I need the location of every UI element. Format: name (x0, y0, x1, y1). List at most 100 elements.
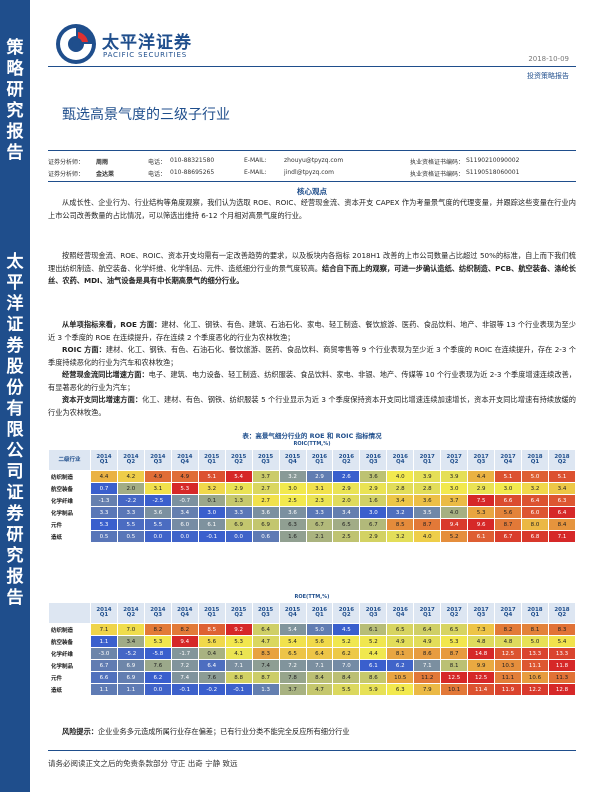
heatmap-cell: 12.5 (494, 647, 522, 660)
key-points-title: 核心观点 (297, 187, 327, 196)
analyst-phone-label: 电话： (148, 171, 167, 178)
heatmap-cell: 3.9 (413, 470, 442, 483)
row-label: 造纸 (48, 683, 91, 696)
heatmap-cell: 3.2 (386, 530, 415, 543)
heatmap-cell: 5.4 (278, 635, 307, 648)
heatmap-cell: 4.9 (143, 470, 172, 483)
table-row: 化学纤维 -3.0 -5.2 -5.8 -1.7 0.4 4.1 8.3 6.5 6.4 6.2 4.… (48, 647, 577, 660)
heatmap-cell: 6.5 (278, 647, 307, 660)
heatmap-cell: 2.9 (467, 482, 496, 495)
heatmap-cell: 3.6 (413, 494, 442, 507)
heatmap-cell: 6.4 (547, 506, 577, 519)
heatmap-cell: 6.7 (90, 659, 118, 672)
heatmap-cell: 3.3 (305, 506, 334, 519)
logo-text-en: PACIFIC SECURITIES (103, 51, 188, 59)
heatmap-cell: 8.8 (224, 671, 253, 684)
heatmap-cell: 3.6 (278, 506, 307, 519)
heatmap-cell: 6.2 (143, 671, 172, 684)
heatmap-cell: 4.7 (251, 635, 280, 648)
heatmap-cell: 2.5 (332, 530, 361, 543)
heatmap-cell: 6.6 (494, 494, 522, 507)
heatmap-cell: 6.6 (90, 671, 118, 684)
heatmap-cell: 8.7 (494, 518, 522, 531)
heatmap-cell: 5.3 (170, 482, 199, 495)
column-header-quarter: 2014 Q1 (90, 602, 118, 624)
column-header-quarter: 2015 Q4 (278, 449, 307, 471)
heatmap-cell: 13.3 (547, 647, 577, 660)
heatmap-cell: 2.0 (332, 494, 361, 507)
heatmap-cell: 3.0 (440, 482, 469, 495)
analyst-phone: 010-88321580 (170, 157, 215, 164)
heatmap-cell: 8.2 (494, 623, 522, 636)
heatmap-cell: 6.9 (224, 518, 253, 531)
heatmap-cell: 5.3 (90, 518, 118, 531)
heatmap-cell: 8.3 (547, 623, 577, 636)
analyst-role: 证券分析师： (48, 159, 85, 166)
table-row: 化学制品 3.3 3.3 3.6 3.4 3.0 3.3 3.6 3.6 3.3 3.4 3.0 3.2… (48, 506, 577, 519)
heatmap-cell: 0.5 (116, 530, 145, 543)
footer-divider (48, 750, 576, 751)
report-type: 投资策略报告 (527, 72, 569, 80)
paragraph-heading: 从单项指标来看，ROE 方面： (62, 320, 162, 329)
column-header-quarter: 2014 Q2 (116, 602, 145, 624)
heatmap-cell: 4.5 (332, 623, 361, 636)
heatmap-cell: 7.2 (278, 659, 307, 672)
analyst-email-label: E-MAIL: (244, 157, 267, 164)
risk-warning: 风险提示：企业业务多元造成所属行业存在偏差；已有行业分类不能完全反应所有细分行业 (62, 727, 350, 737)
column-header-quarter: 2014 Q4 (170, 449, 199, 471)
row-label: 元件 (48, 671, 91, 684)
heatmap-cell: 5.0 (521, 635, 549, 648)
heatmap-cell: 3.2 (521, 482, 549, 495)
heatmap-cell: -3.0 (90, 647, 118, 660)
heatmap-cell: 2.9 (224, 482, 253, 495)
heatmap-cell: 1.3 (251, 683, 280, 696)
analyst-phone-label: 电话： (148, 159, 167, 166)
row-label: 化学制品 (48, 659, 91, 672)
heatmap-cell: 9.6 (467, 518, 496, 531)
heatmap-cell: 4.4 (467, 470, 496, 483)
column-header-quarter: 2017 Q1 (413, 449, 442, 471)
paragraph: 经营现金流同比增速方面：电子、建筑、电力设备、轻工制造、纺织服装、食品饮料、家电… (48, 369, 576, 394)
heatmap-cell: 2.7 (251, 482, 280, 495)
logo-text-cn: 太平洋证券 (102, 33, 192, 53)
heatmap-cell: 7.1 (90, 623, 118, 636)
column-header-quarter: 2017 Q4 (494, 602, 522, 624)
analyst-email: zhouyu@tpyzq.com (284, 157, 344, 164)
heatmap-cell: 8.2 (143, 623, 172, 636)
heatmap-cell: 5.6 (305, 635, 334, 648)
row-label: 元件 (48, 518, 91, 531)
column-header-quarter: 2017 Q4 (494, 449, 522, 471)
column-header-quarter: 2018 Q2 (547, 602, 577, 624)
heatmap-cell: 5.3 (467, 506, 496, 519)
column-header-quarter: 2016 Q1 (305, 449, 334, 471)
heatmap-cell: 3.2 (386, 506, 415, 519)
analyst-name: 金达莱 (96, 171, 115, 178)
heatmap-cell: -0.1 (197, 530, 226, 543)
heatmap-cell: 2.9 (359, 482, 388, 495)
paragraph: 按照经营现金流、ROE、ROIC、资本开支均需有一定改善趋势的要求，以及板块内各… (48, 250, 576, 288)
heatmap-cell: -0.7 (170, 494, 199, 507)
sidebar-report-type: 策 略 研 究 报 告 (6, 38, 24, 163)
heatmap-cell: 7.1 (413, 659, 442, 672)
heatmap-cell: 5.5 (143, 518, 172, 531)
heatmap-cell: -0.2 (197, 683, 226, 696)
heatmap-cell: 3.7 (278, 683, 307, 696)
heatmap-cell: 1.3 (224, 494, 253, 507)
heatmap-cell: 3.4 (386, 494, 415, 507)
heatmap-cell: 4.9 (413, 635, 442, 648)
heatmap-cell: 3.7 (440, 494, 469, 507)
heatmap-cell: 6.9 (251, 518, 280, 531)
heatmap-cell: 1.6 (359, 494, 388, 507)
heatmap-cell: 5.2 (332, 635, 361, 648)
heatmap-cell: 0.6 (251, 530, 280, 543)
heatmap-cell: 6.9 (116, 659, 145, 672)
heatmap-cell: 6.9 (116, 671, 145, 684)
footer-disclaimer: 请务必阅读正文之后的免责条款部分 守正 出奇 宁静 致远 (48, 759, 238, 768)
heatmap-cell: 3.4 (116, 635, 145, 648)
heatmap-cell: 5.1 (547, 470, 577, 483)
paragraph: 资本开支同比增速方面：化工、建材、有色、钢铁、纺织服装 5 个行业显示为近 3 … (48, 394, 576, 419)
row-label: 化学纤维 (48, 647, 91, 660)
column-header-quarter: 2017 Q1 (413, 602, 442, 624)
heatmap-cell: 0.5 (90, 530, 118, 543)
heatmap-cell: 8.1 (440, 659, 469, 672)
